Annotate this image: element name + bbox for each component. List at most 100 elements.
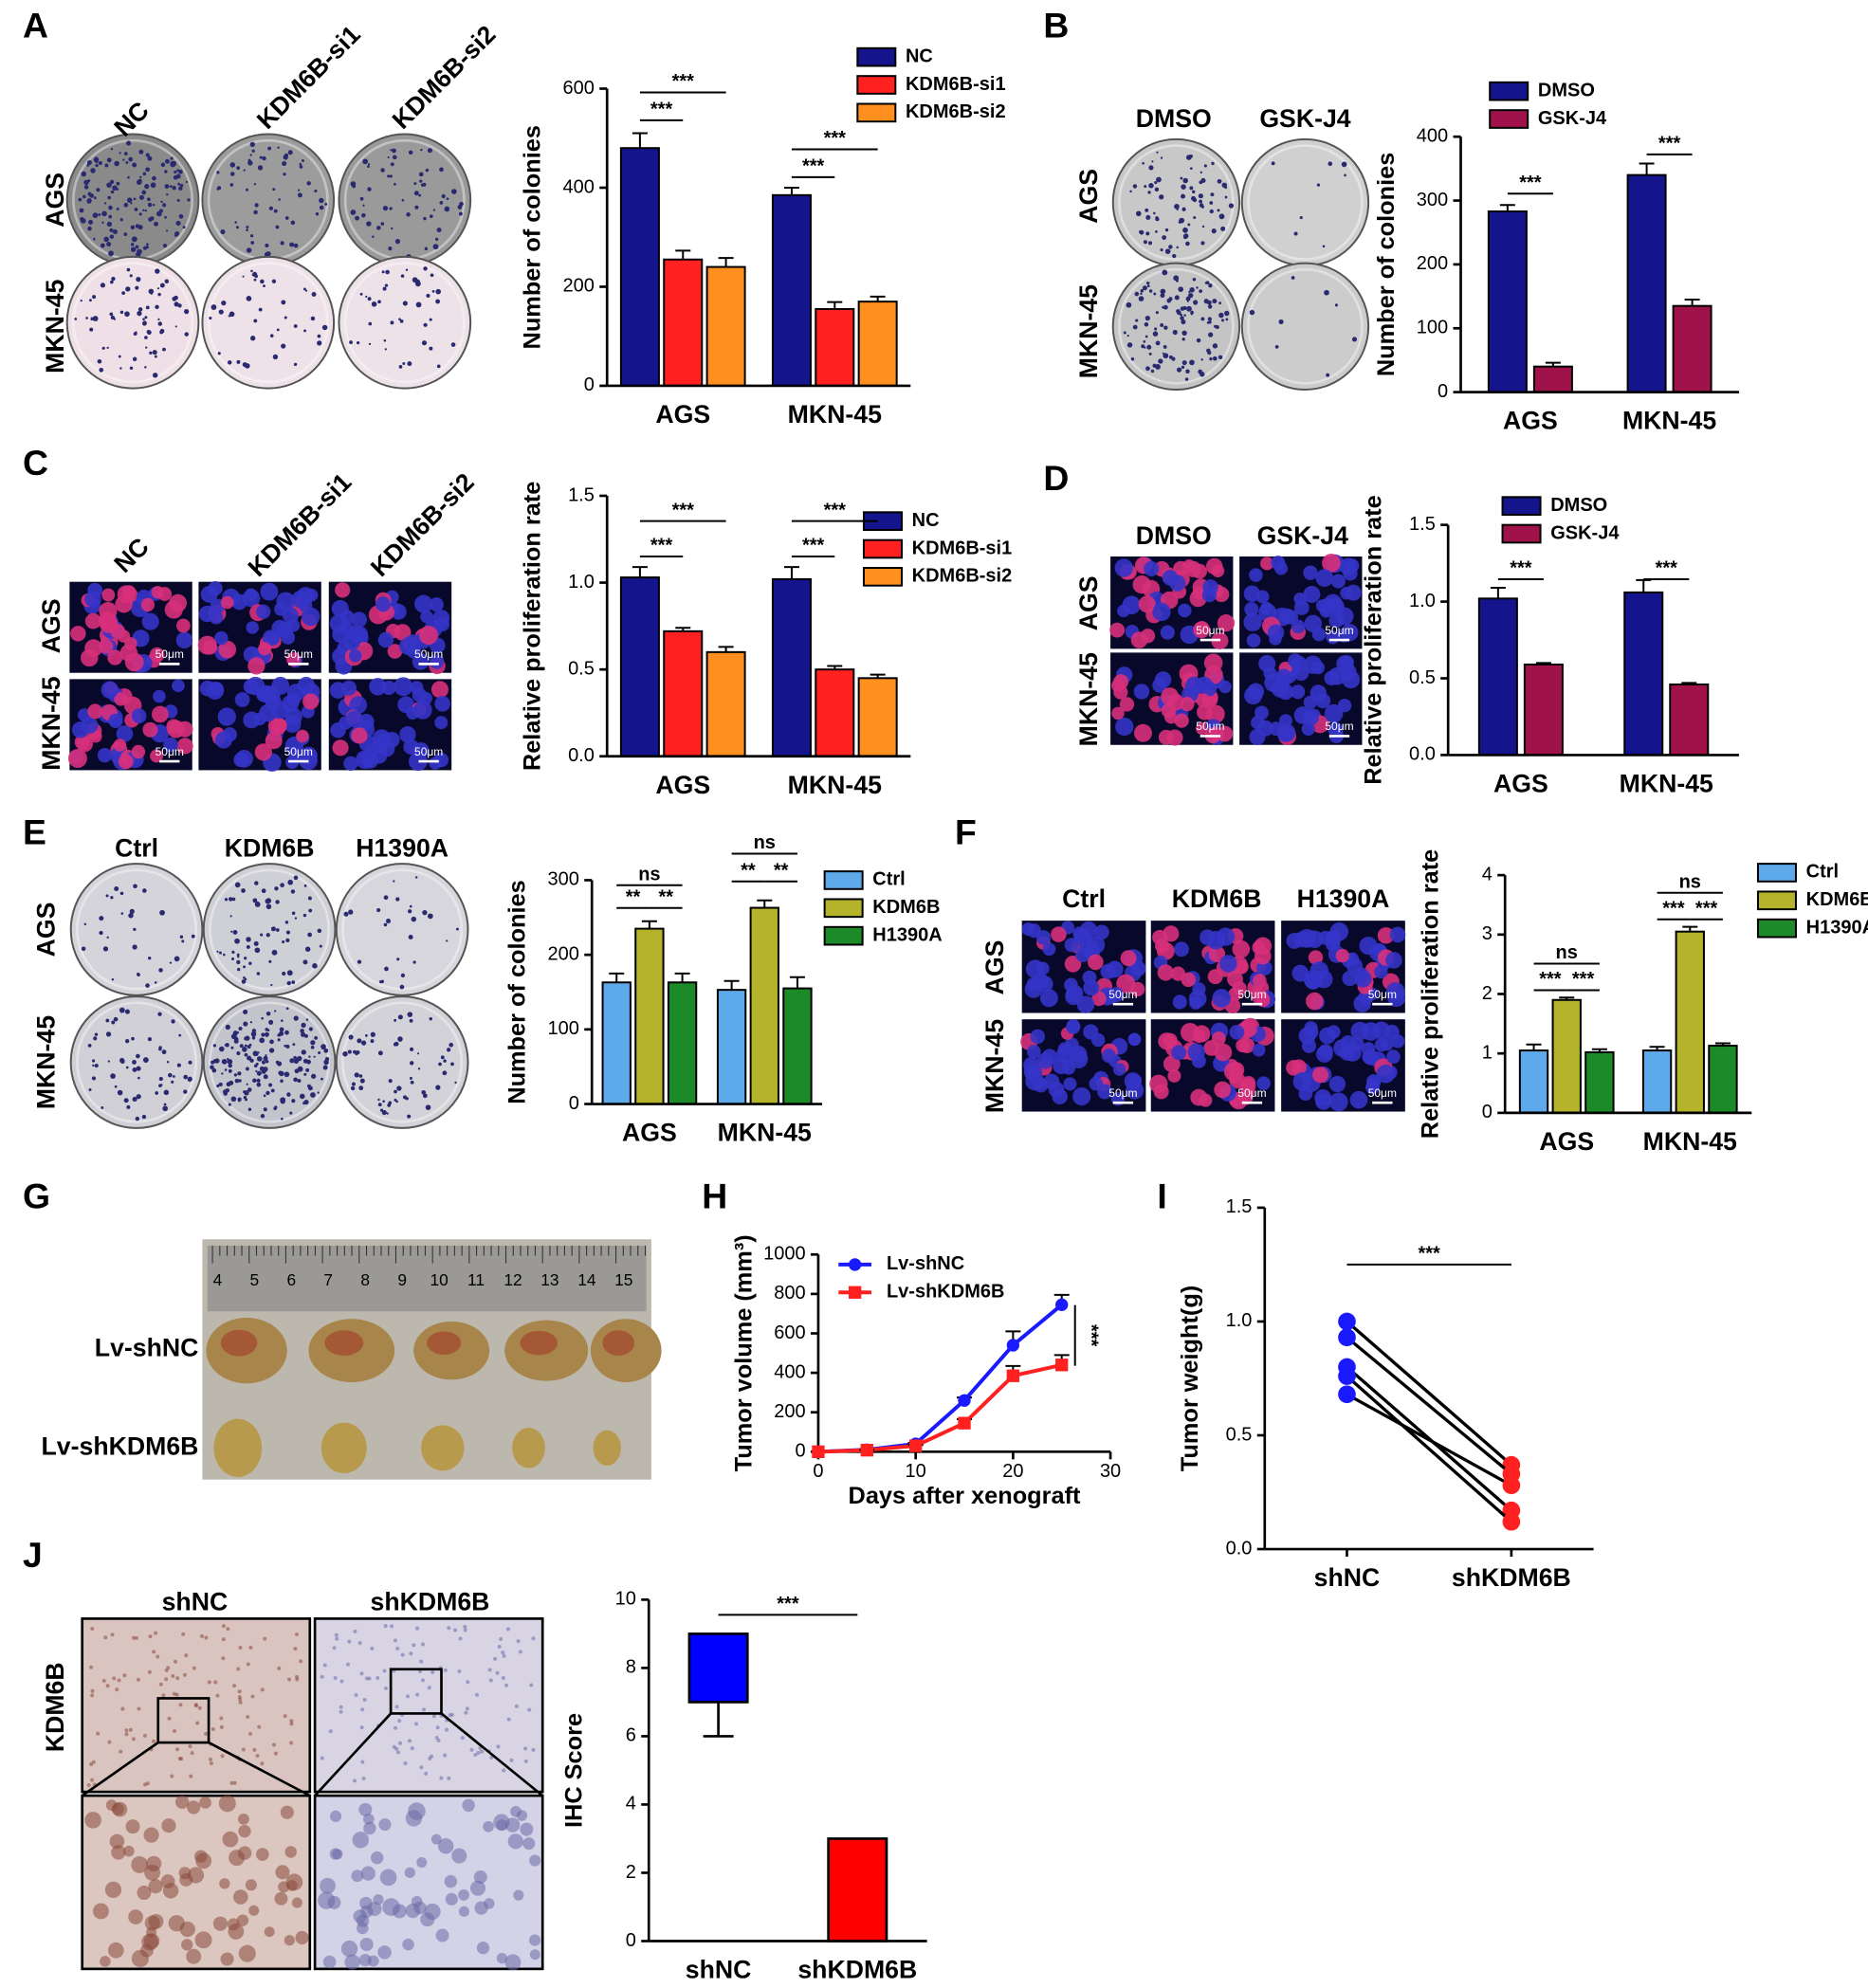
colony <box>390 149 393 152</box>
cell <box>407 1739 412 1743</box>
colony <box>246 247 252 253</box>
colony <box>1217 178 1222 184</box>
nucleus <box>381 680 396 696</box>
y-tick-label: 1.5 <box>1409 514 1436 535</box>
column-label: Ctrl <box>1062 885 1106 913</box>
colony <box>417 1052 420 1055</box>
colony <box>308 1055 311 1058</box>
colony <box>238 1026 243 1030</box>
nucleus <box>1293 706 1312 724</box>
colony <box>348 909 354 915</box>
cell <box>403 1761 408 1766</box>
cell <box>128 1727 133 1732</box>
colony <box>1200 358 1203 361</box>
colony <box>96 188 101 192</box>
colony <box>301 1049 306 1055</box>
column-label: KDM6B-si2 <box>387 20 502 135</box>
row-label: MKN-45 <box>41 279 69 373</box>
colony <box>272 188 276 192</box>
colony <box>122 158 125 161</box>
colony <box>254 902 261 907</box>
colony <box>1293 231 1298 236</box>
nucleus <box>1115 717 1134 737</box>
colony <box>147 197 151 202</box>
cell <box>430 1669 435 1674</box>
nucleus <box>1083 979 1100 996</box>
colony <box>285 930 291 935</box>
plate-inner <box>1118 144 1235 261</box>
cell <box>451 1848 467 1864</box>
colony <box>307 932 313 938</box>
nucleus <box>1192 563 1208 579</box>
colony <box>1207 317 1212 321</box>
colony <box>303 884 307 887</box>
colony <box>1162 352 1164 355</box>
y-tick-label: 0 <box>1438 381 1448 402</box>
bar <box>1672 304 1712 393</box>
nucleus <box>1133 684 1150 700</box>
nucleus <box>234 692 250 707</box>
colony <box>242 275 245 278</box>
colony <box>384 966 389 972</box>
culture-plate <box>202 863 337 996</box>
colony <box>152 373 158 378</box>
cell <box>161 1693 166 1698</box>
colony <box>1140 292 1143 295</box>
colony <box>1192 190 1196 194</box>
cell <box>506 1717 511 1722</box>
colony <box>1139 229 1145 235</box>
colony <box>260 933 264 937</box>
y-tick-label: 0 <box>584 374 595 395</box>
significance-label: ** <box>741 860 756 881</box>
cell <box>90 1693 95 1698</box>
bar <box>716 989 747 1105</box>
colony <box>256 1056 263 1062</box>
nucleus <box>256 604 271 619</box>
row-label: KDM6B <box>41 1662 69 1752</box>
colony <box>137 248 142 255</box>
cell <box>332 1646 337 1651</box>
nucleus <box>1328 1075 1346 1093</box>
colony <box>1132 324 1138 330</box>
cell <box>215 1693 220 1698</box>
nucleus <box>118 754 134 770</box>
colony <box>132 1096 137 1103</box>
colony <box>1183 314 1186 317</box>
colony <box>436 228 442 233</box>
pair-line <box>1346 1320 1512 1467</box>
colony <box>1155 216 1159 220</box>
colony <box>281 1117 284 1121</box>
nucleus <box>1153 1084 1169 1100</box>
nucleus <box>1072 1086 1091 1106</box>
nucleus <box>1293 666 1309 682</box>
colony <box>108 214 113 219</box>
cell <box>248 1905 260 1916</box>
colony <box>382 205 389 211</box>
nucleus <box>1193 1025 1211 1043</box>
nucleus <box>1277 684 1294 701</box>
cell <box>397 1719 402 1724</box>
nucleus <box>1132 575 1151 594</box>
colony <box>361 1040 367 1046</box>
colony <box>157 321 163 326</box>
cell <box>195 1852 212 1869</box>
nucleus <box>101 588 116 602</box>
colony <box>1181 319 1186 325</box>
cell <box>443 1668 448 1672</box>
colony <box>216 187 220 191</box>
legend-swatch <box>862 538 903 559</box>
cell <box>174 1659 178 1664</box>
colony <box>352 1082 356 1086</box>
cell <box>408 1802 426 1820</box>
nucleus <box>342 632 361 651</box>
nucleus <box>1342 670 1361 689</box>
y-tick-label: 0 <box>795 1441 805 1462</box>
colony <box>93 237 96 241</box>
cell <box>204 1731 209 1736</box>
nucleus <box>131 744 146 759</box>
nucleus <box>1120 950 1137 967</box>
colony <box>135 1116 140 1122</box>
nucleus <box>1247 683 1265 701</box>
colony <box>111 276 116 282</box>
